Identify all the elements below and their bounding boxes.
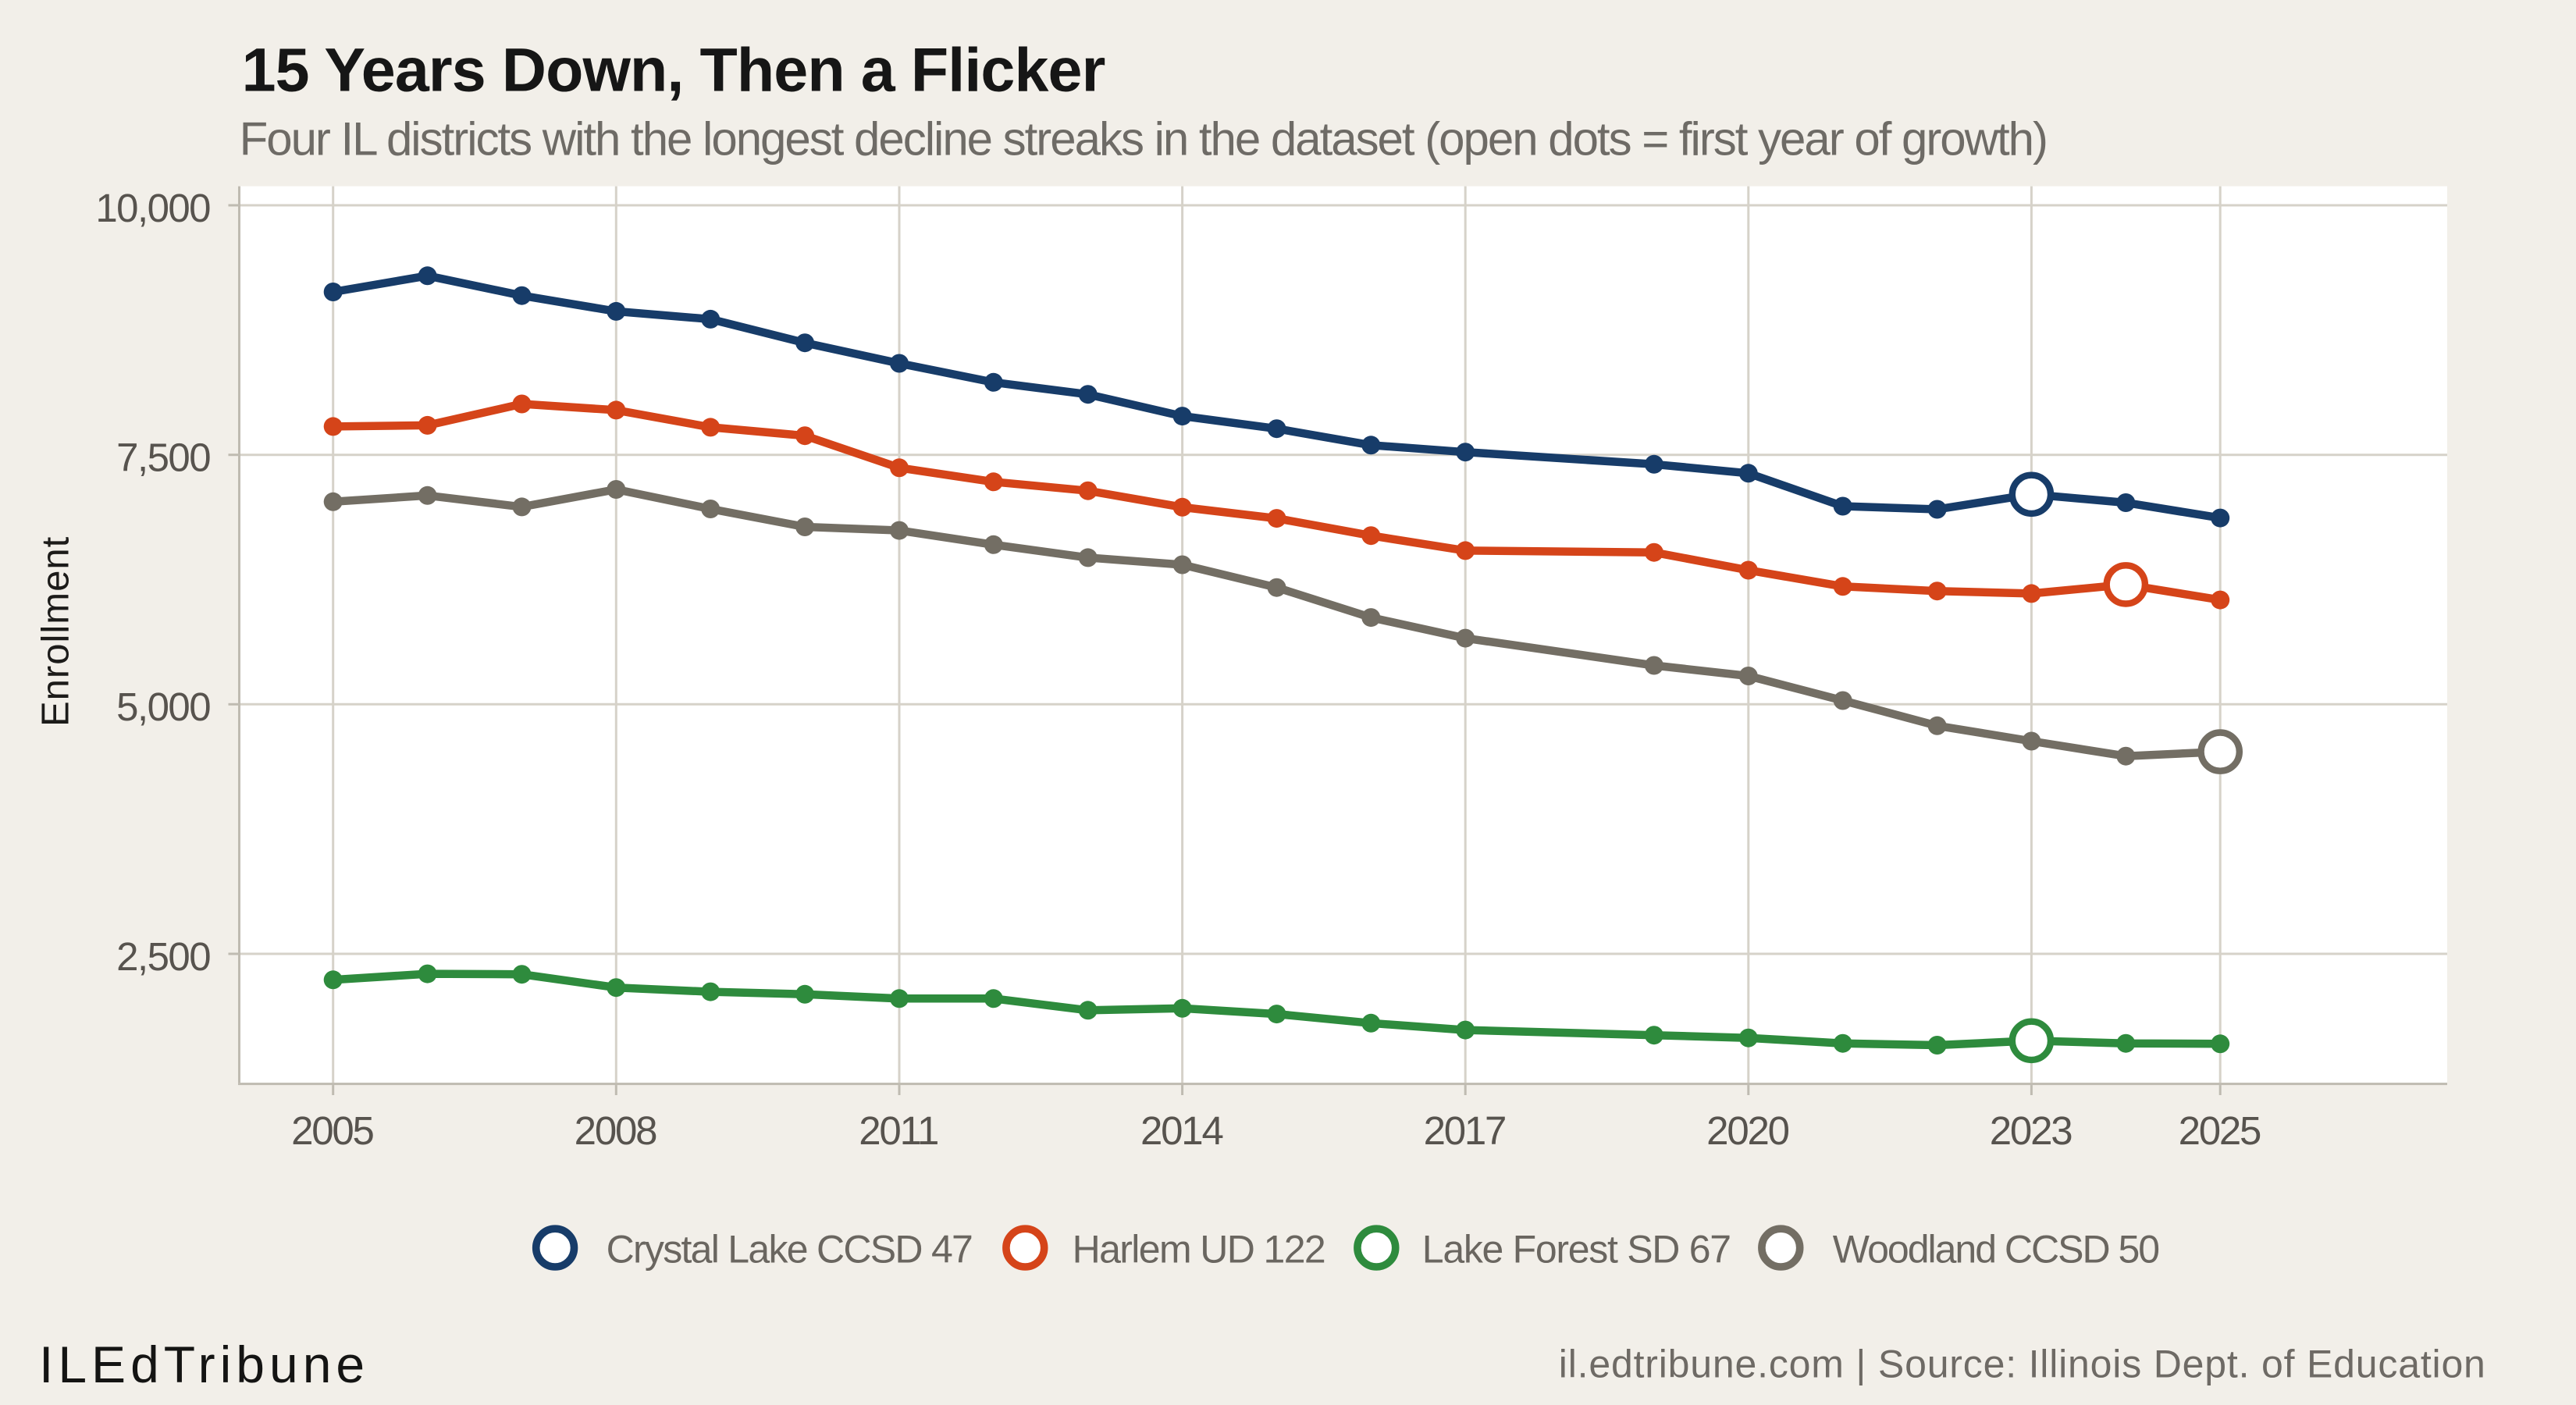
svg-text:2,500: 2,500 xyxy=(116,934,210,979)
svg-text:10,000: 10,000 xyxy=(95,186,210,230)
svg-text:5,000: 5,000 xyxy=(116,685,210,729)
svg-text:2011: 2011 xyxy=(859,1108,938,1153)
svg-text:7,500: 7,500 xyxy=(116,436,210,480)
svg-text:il.edtribune.com | Source: Ill: il.edtribune.com | Source: Illinois Dept… xyxy=(1559,1343,2486,1386)
svg-text:2005: 2005 xyxy=(291,1108,373,1153)
svg-text:2025: 2025 xyxy=(2179,1108,2261,1153)
svg-text:2008: 2008 xyxy=(575,1108,656,1153)
svg-text:Woodland CCSD 50: Woodland CCSD 50 xyxy=(1833,1228,2159,1272)
svg-text:15 Years Down, Then a Flicker: 15 Years Down, Then a Flicker xyxy=(242,35,1105,105)
svg-text:Enrollment: Enrollment xyxy=(35,536,77,727)
svg-text:2020: 2020 xyxy=(1706,1108,1788,1153)
svg-text:ILEdTribune: ILEdTribune xyxy=(39,1336,369,1393)
svg-text:Lake Forest SD 67: Lake Forest SD 67 xyxy=(1422,1228,1731,1272)
svg-text:2014: 2014 xyxy=(1140,1108,1222,1153)
svg-text:Four IL districts with the lon: Four IL districts with the longest decli… xyxy=(240,112,2047,165)
svg-text:2023: 2023 xyxy=(1990,1108,2072,1153)
svg-text:Crystal Lake CCSD 47: Crystal Lake CCSD 47 xyxy=(607,1228,973,1272)
svg-text:2017: 2017 xyxy=(1424,1108,1506,1153)
svg-text:Harlem UD 122: Harlem UD 122 xyxy=(1073,1228,1325,1272)
